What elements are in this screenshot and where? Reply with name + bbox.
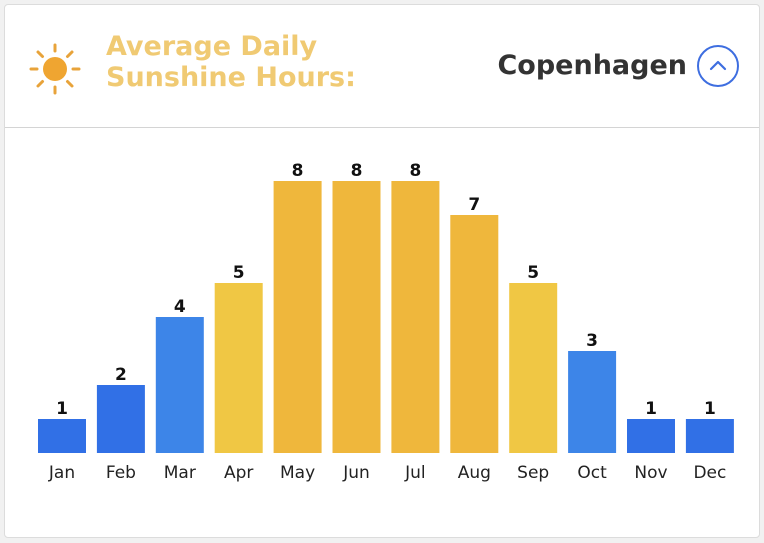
bar-apr: [214, 283, 263, 453]
bar-mar: [155, 317, 204, 453]
data-label-nov: 1: [645, 399, 657, 419]
data-label-dec: 1: [704, 399, 716, 419]
card-header: Average Daily Sunshine Hours: Copenhagen: [5, 5, 759, 128]
bar-dec: [685, 419, 734, 453]
data-label-oct: 3: [586, 331, 598, 351]
x-tick-jan: Jan: [48, 463, 75, 483]
data-label-feb: 2: [115, 365, 127, 385]
data-label-jan: 1: [56, 399, 68, 419]
page-title: Average Daily Sunshine Hours:: [106, 31, 356, 93]
x-tick-may: May: [280, 463, 315, 483]
x-tick-aug: Aug: [458, 463, 491, 483]
data-label-jul: 8: [409, 161, 421, 181]
x-tick-oct: Oct: [577, 463, 607, 483]
sunshine-card: Average Daily Sunshine Hours: Copenhagen…: [4, 4, 760, 538]
bar-aug: [450, 215, 499, 453]
x-tick-nov: Nov: [634, 463, 667, 483]
bar-jan: [38, 419, 86, 453]
bar-sep: [509, 283, 558, 453]
data-label-mar: 4: [174, 297, 186, 317]
x-tick-sep: Sep: [517, 463, 549, 483]
data-label-apr: 5: [233, 263, 245, 283]
collapse-toggle-button[interactable]: [697, 45, 739, 87]
sunshine-bar-chart: 1 Jan 2 Feb 4 Mar 5 Apr 8 May 8 Jun 8 Jul 7 Aug 5 Sep 3 Oct…: [38, 161, 734, 483]
bar-jul: [391, 181, 440, 453]
bar-oct: [568, 351, 617, 453]
data-label-sep: 5: [527, 263, 539, 283]
chevron-up-icon: [709, 60, 727, 71]
bar-jun: [332, 181, 381, 453]
data-label-may: 8: [292, 161, 304, 181]
x-tick-dec: Dec: [693, 463, 726, 483]
bar-nov: [627, 419, 675, 453]
city-name: Copenhagen: [497, 50, 687, 81]
bar-may: [273, 181, 322, 453]
data-label-aug: 7: [468, 195, 480, 215]
x-tick-jul: Jul: [404, 463, 426, 483]
x-tick-apr: Apr: [224, 463, 253, 483]
data-label-jun: 8: [351, 161, 363, 181]
x-tick-mar: Mar: [164, 463, 196, 483]
x-tick-jun: Jun: [342, 463, 370, 483]
x-tick-feb: Feb: [106, 463, 136, 483]
sun-icon: [29, 43, 81, 95]
bar-feb: [96, 385, 145, 453]
